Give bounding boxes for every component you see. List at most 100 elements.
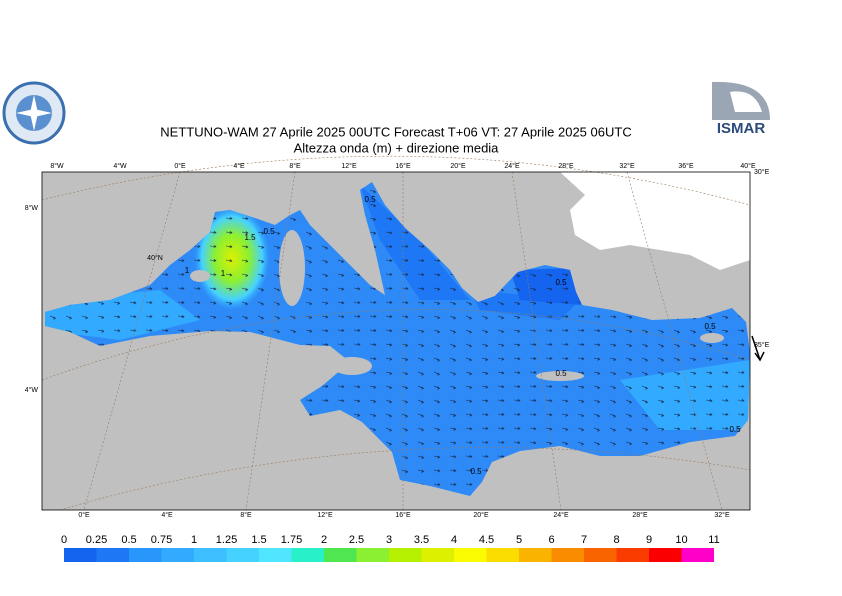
arrow [705,357,713,361]
arrow [609,413,617,418]
arrow [481,413,489,417]
arrow [513,398,521,402]
arrow [161,273,169,277]
arrow [529,273,537,278]
arrow [385,343,393,347]
arrow [721,357,729,361]
arrow [657,427,665,431]
arrow [705,329,713,334]
arrow [609,427,617,432]
arrow [209,315,217,319]
colorbar-box [194,548,227,562]
arrow [513,343,521,347]
arrow [305,273,313,278]
arrow [497,357,505,361]
contour-label: 0.5 [555,278,567,287]
lon-label: 12°E [341,162,357,170]
arrow [81,315,89,320]
arrow [465,329,473,334]
colorbar-label: 0.25 [86,534,107,546]
colorbar-label: 2.5 [349,534,364,546]
colorbar-box [551,548,584,562]
colorbar-label: 1 [191,534,197,546]
arrow [337,301,345,305]
arrow [449,315,457,320]
arrow [369,427,377,432]
arrow [481,371,489,375]
arrow [257,245,265,249]
island [279,230,305,306]
arrow [433,399,441,404]
lat-label: 35°E [754,341,770,349]
arrow [625,413,633,418]
arrow [545,273,553,277]
colorbar-box [291,548,324,562]
arrow [385,427,393,432]
arrow [449,482,457,486]
arrow [401,301,409,305]
arrow [593,371,601,375]
outside-domain [560,172,750,270]
arrow [369,343,377,347]
colorbar-box [324,548,357,562]
arrow [289,217,297,222]
arrow [641,329,649,334]
map-frame [41,171,751,511]
arrow [593,441,601,446]
arrow [705,385,713,389]
arrow [177,329,185,333]
arrow [593,343,601,347]
arrow [129,301,137,305]
arrow [497,440,505,444]
arrow [561,287,569,291]
arrow [305,301,313,306]
arrow [353,273,361,277]
arrow [529,413,537,417]
arrow [465,454,473,458]
lon-label: 20°E [473,511,489,519]
colorbar-label: 1.75 [281,534,302,546]
arrow [529,356,537,360]
arrow [641,399,649,404]
arrow [625,427,633,432]
arrow [177,272,185,276]
arrow [751,335,765,362]
island [700,333,724,343]
arrow [577,399,585,403]
arrow [721,426,729,430]
arrow [417,287,425,291]
arrow [49,315,57,320]
contour-label: 0.5 [364,195,376,204]
arrow [625,357,633,362]
arrow [561,399,569,403]
arrow [289,329,297,334]
arrow [449,399,457,404]
colorbar-box [584,548,617,562]
arrow [673,413,681,417]
arrow [737,398,745,402]
arrow [97,329,105,333]
arrow [417,258,425,262]
contour-label: 0.5 [704,322,716,331]
arrow [305,231,313,236]
arrow [497,399,505,403]
colorbar-label: 1.5 [251,534,266,546]
arrow [705,426,713,430]
colorbar-box [454,548,487,562]
arrow [209,287,217,291]
arrow [401,357,409,362]
arrow [481,301,489,306]
arrow [417,469,425,473]
arrow [353,314,361,318]
arrow [513,371,521,375]
arrow [449,357,457,362]
arrow [401,244,409,248]
arrow [257,315,265,320]
arrow [241,231,249,235]
arrow [625,371,633,376]
arrow [577,314,585,318]
arrow [145,314,153,318]
arrow [241,245,249,249]
arrow [625,385,633,390]
arrow [737,329,745,333]
